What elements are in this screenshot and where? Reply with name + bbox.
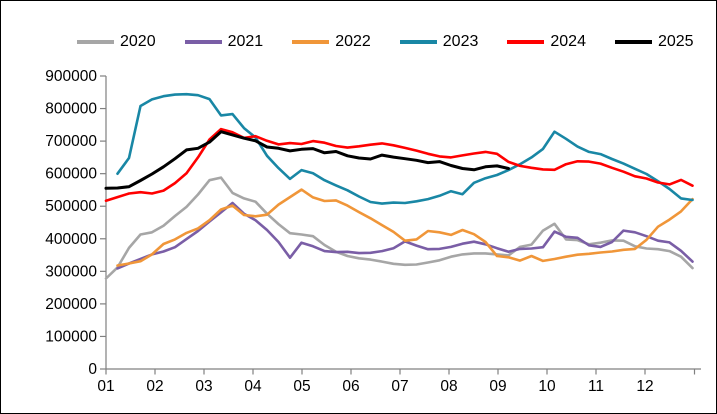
x-axis-tick-label: 06: [342, 378, 359, 395]
x-axis-tick-label: 12: [636, 378, 653, 395]
y-axis-tick-label: 100000: [45, 328, 97, 345]
legend-label: 2025: [657, 33, 694, 50]
legend-label: 2022: [335, 33, 371, 50]
y-axis-tick-label: 800000: [45, 101, 97, 118]
legend-line-swatch-2022: [292, 40, 330, 44]
legend-item-2023: 2023: [399, 33, 479, 51]
x-axis-tick-label: 01: [97, 378, 114, 395]
legend-item-2020: 2020: [77, 33, 156, 51]
series-line-2023: [116, 92, 694, 205]
y-axis-tick-label: 0: [88, 361, 97, 378]
legend-line-swatch-2024: [507, 40, 545, 44]
x-axis-tick-label: 04: [244, 378, 262, 395]
y-axis-tick-label: 600000: [45, 166, 97, 183]
x-axis-tick-label: 07: [391, 378, 408, 395]
legend-line-swatch-2023: [399, 40, 437, 44]
legend-item-2021: 2021: [184, 33, 264, 51]
legend-line-swatch-2021: [184, 40, 222, 44]
series-line-2022: [116, 188, 694, 267]
legend-label: 2020: [120, 33, 156, 50]
y-axis-tick-label: 900000: [45, 68, 97, 85]
y-axis-tick-label: 500000: [45, 198, 97, 215]
x-axis-tick-label: 05: [293, 378, 310, 395]
legend-item-2025: 2025: [614, 33, 694, 51]
y-axis-tick-label: 300000: [45, 263, 97, 280]
y-axis-tick-label: 400000: [45, 231, 97, 248]
series-line-2020: [104, 176, 694, 280]
x-axis-tick-label: 10: [538, 378, 556, 395]
legend-label: 2023: [442, 33, 479, 50]
legend-label: 2021: [227, 33, 264, 50]
series-line-2021: [116, 201, 694, 270]
x-axis-tick-label: 08: [440, 378, 457, 395]
x-axis-tick-label: 03: [195, 378, 212, 395]
legend-line-swatch-2020: [77, 40, 114, 44]
legend-line-swatch-2025: [614, 40, 652, 44]
legend-item-2024: 2024: [507, 33, 586, 51]
series-line-2025: [104, 130, 510, 190]
x-axis-tick-label: 02: [146, 378, 163, 395]
x-axis-tick-label: 11: [588, 378, 604, 395]
chart-legend: 2020 2021 2022 2023 2024 2025: [77, 32, 694, 52]
series-line-2024: [104, 127, 694, 202]
y-axis-tick-label: 200000: [45, 296, 97, 313]
legend-item-2022: 2022: [292, 33, 371, 51]
x-axis-tick-label: 09: [489, 378, 506, 395]
legend-label: 2024: [550, 33, 586, 50]
y-axis-tick-label: 700000: [45, 133, 97, 150]
